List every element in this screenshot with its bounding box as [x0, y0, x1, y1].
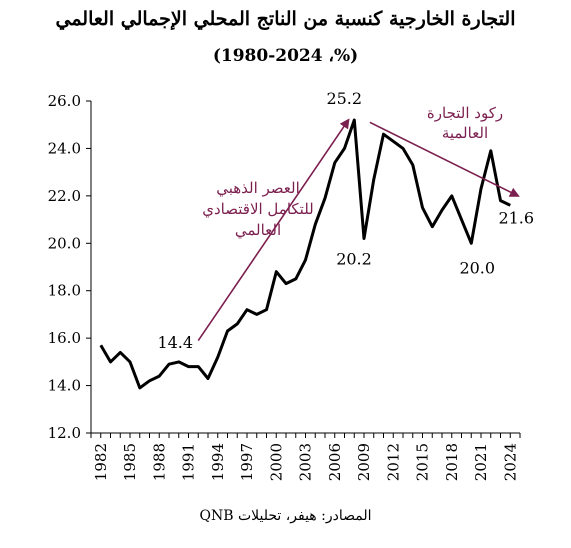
x-tick-label: 1997 — [238, 443, 256, 481]
x-tick-label: 2003 — [297, 443, 315, 481]
trade-share-line — [99, 118, 511, 390]
trend-annotation-line: ركود التجارة — [427, 104, 503, 122]
x-tick-label: 2009 — [355, 443, 373, 481]
x-tick-label: 1982 — [92, 443, 110, 481]
x-tick-label: 2000 — [267, 443, 285, 481]
x-tick-label: 2006 — [326, 443, 344, 481]
source-note: المصادر: هيفر، تحليلات QNB — [199, 508, 372, 524]
x-tick-label: 2012 — [384, 443, 402, 481]
data-label: 20.2 — [336, 250, 372, 269]
x-tick-label: 2024 — [501, 443, 519, 481]
y-tick-label: 20.0 — [48, 234, 81, 252]
x-tick-label: 2021 — [472, 443, 490, 481]
x-tick-label: 2018 — [443, 443, 461, 481]
y-tick-label: 16.0 — [48, 329, 81, 347]
x-tick-label: 1991 — [180, 443, 198, 481]
y-tick-label: 24.0 — [48, 139, 81, 157]
chart-title: التجارة الخارجية كنسبة من الناتج المحلي … — [55, 8, 516, 30]
trend-annotation-line: العصر الذهبي — [216, 179, 300, 197]
data-label: 20.0 — [459, 258, 495, 277]
data-label: 21.6 — [498, 208, 534, 227]
y-tick-label: 22.0 — [48, 187, 81, 205]
trend-arrow-down — [369, 121, 520, 197]
y-tick-label: 14.0 — [48, 377, 81, 395]
x-tick-label: 1994 — [209, 443, 227, 481]
y-tick-label: 26.0 — [48, 92, 81, 110]
trend-annotation-line: للتكامل الاقتصادي — [202, 200, 314, 218]
data-label: 14.4 — [157, 333, 193, 352]
trend-annotation-line: العالمية — [442, 124, 488, 142]
x-tick-label: 1985 — [121, 443, 139, 481]
trend-arrow-up — [197, 118, 350, 341]
y-tick-label: 12.0 — [48, 424, 81, 442]
data-label: 25.2 — [326, 89, 362, 108]
x-tick-label: 1988 — [150, 443, 168, 481]
chart-subtitle: (%، 1980-2024) — [212, 46, 359, 66]
x-tick-label: 2015 — [414, 443, 432, 481]
y-tick-label: 18.0 — [48, 282, 81, 300]
trend-annotation-line: العالمي — [235, 221, 281, 239]
